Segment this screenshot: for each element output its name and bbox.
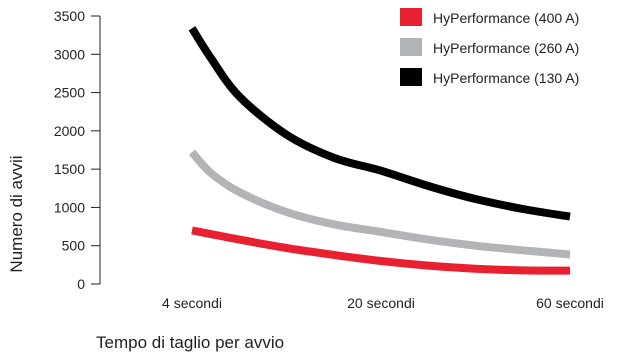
series-line-2: [189, 149, 571, 259]
series-lines: [188, 26, 571, 275]
y-tick-label: 3500: [54, 8, 85, 24]
y-tick-label: 2500: [54, 85, 85, 101]
x-tick-label: 60 secondi: [536, 295, 604, 311]
legend-swatch-3: [400, 68, 422, 86]
y-tick-label: 2000: [54, 123, 85, 139]
y-tick-label: 1500: [54, 161, 85, 177]
legend-swatch-2: [400, 38, 422, 56]
y-tick-group: 0 500 1000 1500 2000 2500 3000 3500: [54, 8, 100, 292]
x-tick-group: 4 secondi 20 secondi 60 secondi: [162, 295, 604, 311]
legend-label-3: HyPerformance (130 A): [433, 70, 579, 86]
x-axis-title: Tempo di taglio per avvio: [96, 333, 284, 352]
y-tick-label: 3000: [54, 46, 85, 62]
legend-swatch-1: [400, 8, 422, 26]
series-line-1: [191, 226, 571, 275]
y-tick-label: 1000: [54, 199, 85, 215]
y-axis-title: Numero di avvii: [7, 155, 26, 272]
legend-label-1: HyPerformance (400 A): [433, 10, 579, 26]
y-tick-label: 0: [77, 276, 85, 292]
legend-label-2: HyPerformance (260 A): [433, 40, 579, 56]
y-tick-label: 500: [62, 238, 86, 254]
x-tick-label: 4 secondi: [162, 295, 222, 311]
series-line-3: [188, 26, 571, 221]
legend: HyPerformance (400 A) HyPerformance (260 …: [400, 8, 579, 86]
x-tick-label: 20 secondi: [347, 295, 415, 311]
